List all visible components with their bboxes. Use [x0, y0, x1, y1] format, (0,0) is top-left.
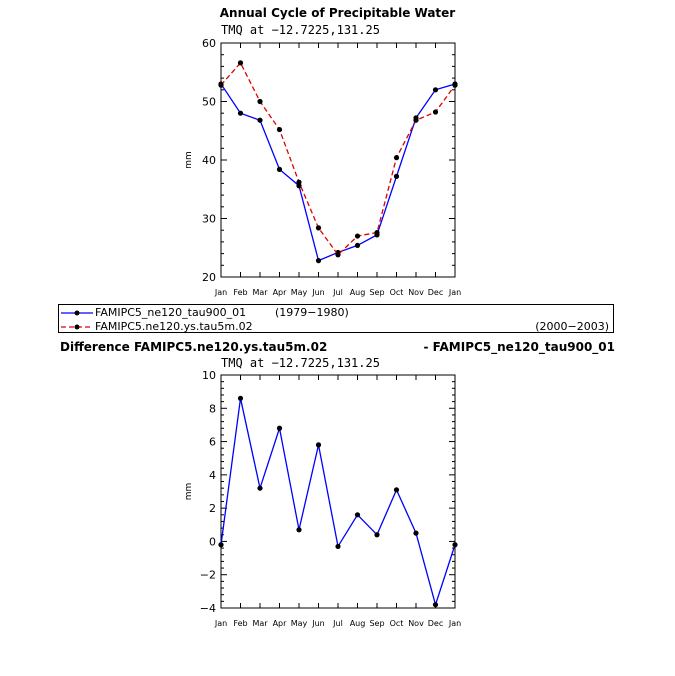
chart2-xtick-label: Oct	[390, 619, 404, 628]
chart2-frame	[220, 374, 456, 609]
chart2-series-1-point	[413, 530, 419, 536]
legend-name-1: FAMIPC5_ne120_tau900_01	[95, 306, 247, 319]
chart2-series-1-point	[218, 542, 224, 548]
chart1-subtitle: TMQ at −12.7225,131.25	[221, 23, 380, 37]
chart1-series-2-line	[220, 61, 456, 256]
chart2-series-1-point	[354, 512, 361, 518]
chart1-series-1-point	[276, 166, 283, 172]
page-title: Annual Cycle of Precipitable Water	[219, 6, 456, 20]
chart1-series-2-point	[315, 225, 322, 231]
chart2-series-1-point	[315, 442, 322, 448]
legend-entry-1: FAMIPC5_ne120_tau900_01 (1979−1980)	[59, 306, 613, 319]
legend: FAMIPC5_ne120_tau900_01 (1979−1980) FAMI…	[58, 304, 614, 333]
chart1-series-1-point	[315, 258, 322, 264]
chart1-series-1-point	[354, 242, 361, 249]
chart2-xtick-label: Dec	[428, 619, 443, 628]
difference-label-left: Difference FAMIPC5.ne120.ys.tau5m.02	[60, 340, 328, 354]
chart1-series-2-point	[257, 98, 263, 105]
chart2-subtitle: TMQ at −12.7225,131.25	[221, 356, 380, 370]
chart2-xtick-label: Jul	[332, 619, 343, 628]
chart1-xtick-label: Nov	[408, 288, 424, 297]
chart2-xtick-label: Jun	[311, 619, 325, 628]
chart2-xtick-label: Aug	[350, 619, 366, 628]
chart2-ytick-label: 8	[209, 402, 216, 415]
chart2-ytick-label: 6	[209, 436, 216, 449]
chart2-xtick-label: Jan	[448, 619, 461, 628]
chart1-xtick-label: Sep	[369, 288, 384, 297]
chart1-series-1-point	[237, 110, 244, 116]
chart2-xtick-label: Nov	[408, 619, 424, 628]
chart1-xtick-label: Jul	[332, 288, 343, 297]
chart1-ylabel: mm	[184, 151, 194, 169]
legend-years-1: (1979−1980)	[275, 306, 349, 319]
chart2-series-1-point	[335, 543, 341, 550]
chart1-series-1-point	[432, 87, 439, 93]
chart1-series-2-point	[413, 117, 419, 123]
chart2-xtick-label: Sep	[369, 619, 384, 628]
chart1-series-2-point	[276, 126, 283, 133]
chart2-series-1-point	[257, 485, 263, 491]
chart1-xtick-label: Jan	[448, 288, 461, 297]
chart2-series-1-point	[393, 487, 400, 493]
chart2-series-1-point	[452, 542, 458, 548]
chart2-series-1-point	[432, 602, 439, 608]
chart1-series-2-point	[218, 82, 224, 88]
legend-years-2: (2000−2003)	[535, 320, 609, 333]
legend-name-2: FAMIPC5.ne120.ys.tau5m.02	[95, 320, 253, 333]
chart1-series-2-point	[374, 229, 380, 236]
chart2-series-1-point	[296, 527, 302, 533]
chart2-ytick-label: 2	[209, 502, 216, 515]
chart1-series-2-point	[237, 60, 244, 66]
chart2-xtick-label: Feb	[233, 619, 247, 628]
chart2-xtick-label: Jan	[214, 619, 227, 628]
chart1-series-1-point	[257, 117, 263, 123]
chart1-series-2-point	[432, 109, 439, 115]
difference-label-right: - FAMIPC5_ne120_tau900_01	[423, 340, 615, 354]
chart1-frame	[220, 42, 456, 278]
chart1-ytick-label: 30	[202, 213, 216, 226]
chart1-series-2-point	[452, 82, 458, 88]
chart1-series-2-point	[335, 252, 341, 258]
chart1-ytick-label: 40	[202, 154, 216, 167]
chart1-xtick-label: Jan	[214, 288, 227, 297]
chart1-ytick-label: 50	[202, 96, 216, 109]
chart1-ytick-label: 20	[202, 271, 216, 284]
chart2-xtick-label: Mar	[252, 619, 268, 628]
chart1-xtick-label: May	[291, 288, 308, 297]
chart2-ytick-label: 10	[202, 369, 216, 382]
legend-entry-2: FAMIPC5.ne120.ys.tau5m.02 (2000−2003)	[59, 320, 613, 333]
chart1-xtick-label: Apr	[273, 288, 288, 297]
chart2-ylabel: mm	[184, 483, 194, 501]
chart2-ytick-label: −4	[200, 602, 216, 615]
chart1-xtick-label: Dec	[428, 288, 443, 297]
chart1-xtick-label: Oct	[390, 288, 404, 297]
chart2-ytick-label: −2	[200, 569, 216, 582]
legend-marker-1-icon	[74, 310, 80, 316]
chart2-ytick-label: 4	[209, 469, 216, 482]
chart1-xtick-label: Feb	[233, 288, 247, 297]
chart1-xtick-label: Aug	[350, 288, 366, 297]
chart2-series-1-point	[237, 395, 244, 401]
chart2-xtick-label: Apr	[273, 619, 288, 628]
chart1-xtick-label: Mar	[252, 288, 268, 297]
chart2-series-1-point	[276, 425, 283, 431]
chart1-series-2-point	[393, 155, 400, 161]
chart2-ytick-label: 0	[209, 535, 216, 548]
chart1-ytick-label: 60	[202, 37, 216, 50]
chart1-series-2-point	[354, 233, 361, 239]
chart1-series-1-line	[220, 83, 456, 262]
chart1-series-2-point	[296, 179, 302, 185]
chart1-series-1-point	[393, 173, 400, 179]
chart2-xtick-label: May	[291, 619, 308, 628]
legend-marker-2-icon	[74, 324, 80, 330]
chart2-series-1-point	[374, 532, 380, 538]
chart2-series-1-line	[220, 398, 456, 607]
chart1-xtick-label: Jun	[311, 288, 325, 297]
